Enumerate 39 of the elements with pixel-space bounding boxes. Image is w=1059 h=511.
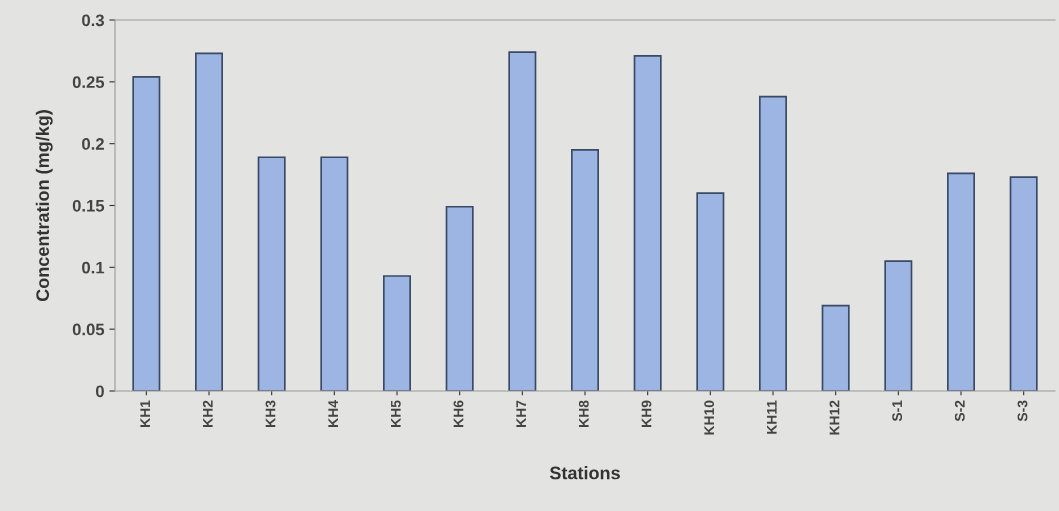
- y-axis-title: Concentration (mg/kg): [35, 110, 53, 302]
- x-tick-label: KH10: [704, 400, 715, 435]
- y-tick-label: 0.1: [82, 261, 105, 274]
- x-tick-label: KH4: [328, 400, 338, 427]
- bar: [320, 156, 349, 391]
- x-tick-label: KH5: [391, 400, 401, 427]
- x-tick-label: KH12: [829, 400, 840, 435]
- bar: [696, 192, 725, 391]
- x-tick-label: KH7: [516, 400, 526, 427]
- bar: [947, 172, 975, 391]
- bar: [445, 205, 474, 391]
- x-tick-label: S-3: [1017, 400, 1028, 422]
- bar: [633, 55, 662, 391]
- x-tick-label: S-2: [954, 400, 965, 422]
- y-tick-label: 0: [95, 385, 104, 398]
- x-tick-label: KH3: [265, 400, 276, 427]
- x-tick-label: KH11: [767, 400, 777, 434]
- x-tick-label: KH9: [641, 400, 652, 427]
- bar: [195, 52, 223, 391]
- bar: [132, 76, 161, 391]
- y-tick-label: 0.25: [72, 76, 105, 89]
- y-tick-label: 0.05: [72, 323, 105, 336]
- x-tick-label: S-1: [892, 400, 903, 422]
- x-tick-label: KH6: [453, 400, 464, 427]
- bar: [1009, 176, 1038, 391]
- y-tick-label: 0.3: [82, 14, 104, 27]
- bar: [257, 156, 286, 391]
- x-tick-label: KH1: [140, 400, 150, 427]
- bar: [821, 304, 850, 391]
- bar: [571, 149, 599, 391]
- bar: [759, 95, 787, 391]
- x-tick-label: KH2: [202, 400, 213, 427]
- bar: [383, 275, 411, 391]
- x-axis-title: Stations: [549, 466, 620, 480]
- x-tick-label: KH8: [578, 400, 589, 427]
- bar: [884, 260, 913, 391]
- bar: [508, 51, 537, 391]
- y-tick-label: 0.15: [72, 199, 105, 212]
- y-tick-label: 0.2: [82, 138, 104, 150]
